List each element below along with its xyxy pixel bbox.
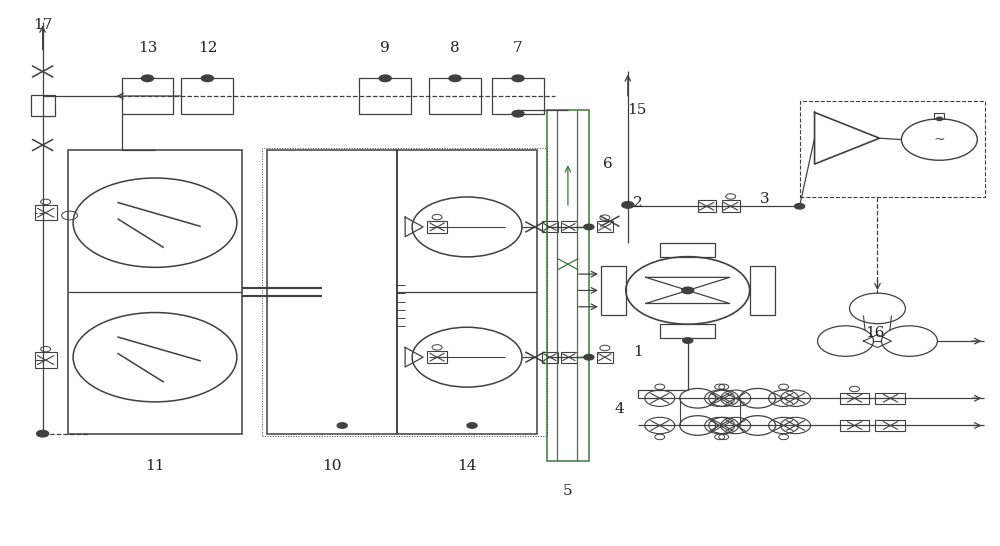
- Circle shape: [449, 75, 461, 81]
- Circle shape: [584, 224, 594, 230]
- Bar: [561, 222, 577, 233]
- Bar: [427, 221, 447, 233]
- Text: 9: 9: [380, 41, 390, 55]
- Bar: [542, 352, 558, 363]
- Text: 7: 7: [513, 41, 523, 55]
- Bar: [722, 200, 740, 212]
- Bar: [492, 78, 544, 114]
- Bar: [597, 352, 613, 363]
- Text: 2: 2: [633, 197, 643, 210]
- Bar: [840, 393, 869, 403]
- Text: 17: 17: [33, 18, 52, 32]
- Text: 5: 5: [563, 484, 573, 498]
- Bar: [542, 222, 558, 233]
- Bar: [800, 102, 985, 197]
- Circle shape: [584, 354, 594, 360]
- Text: 13: 13: [138, 41, 157, 55]
- Text: 10: 10: [322, 459, 342, 473]
- Text: 3: 3: [760, 193, 769, 206]
- Circle shape: [37, 430, 49, 437]
- Bar: [840, 420, 869, 431]
- Bar: [181, 78, 233, 114]
- Bar: [597, 222, 613, 233]
- Bar: [875, 393, 905, 403]
- Text: 1: 1: [633, 345, 643, 359]
- Bar: [397, 151, 537, 434]
- Text: ~: ~: [934, 133, 945, 146]
- Bar: [427, 351, 447, 363]
- Bar: [262, 148, 547, 436]
- Text: 6: 6: [603, 157, 613, 171]
- Bar: [68, 151, 242, 434]
- Bar: [359, 78, 411, 114]
- Bar: [547, 110, 589, 461]
- Bar: [122, 78, 173, 114]
- Circle shape: [936, 117, 942, 121]
- Bar: [31, 96, 55, 116]
- Circle shape: [512, 75, 524, 81]
- Bar: [35, 205, 57, 221]
- Bar: [267, 151, 397, 434]
- Circle shape: [683, 338, 693, 343]
- Bar: [660, 243, 715, 257]
- Circle shape: [622, 201, 634, 208]
- Bar: [934, 114, 944, 119]
- Circle shape: [141, 75, 153, 81]
- Text: 15: 15: [627, 103, 646, 117]
- Text: 12: 12: [198, 41, 217, 55]
- Circle shape: [379, 75, 391, 81]
- Bar: [750, 266, 775, 315]
- Text: 4: 4: [615, 402, 625, 416]
- Bar: [698, 200, 716, 212]
- Bar: [875, 420, 905, 431]
- Text: 11: 11: [145, 459, 165, 473]
- Bar: [429, 78, 481, 114]
- Bar: [601, 266, 626, 315]
- Text: 16: 16: [865, 326, 884, 340]
- Bar: [35, 352, 57, 367]
- Circle shape: [682, 287, 694, 294]
- Text: 8: 8: [450, 41, 460, 55]
- Bar: [561, 352, 577, 363]
- Bar: [660, 324, 715, 338]
- Circle shape: [467, 423, 477, 428]
- Circle shape: [512, 110, 524, 117]
- Circle shape: [337, 423, 347, 428]
- Circle shape: [795, 204, 805, 209]
- Text: 14: 14: [457, 459, 477, 473]
- Circle shape: [201, 75, 213, 81]
